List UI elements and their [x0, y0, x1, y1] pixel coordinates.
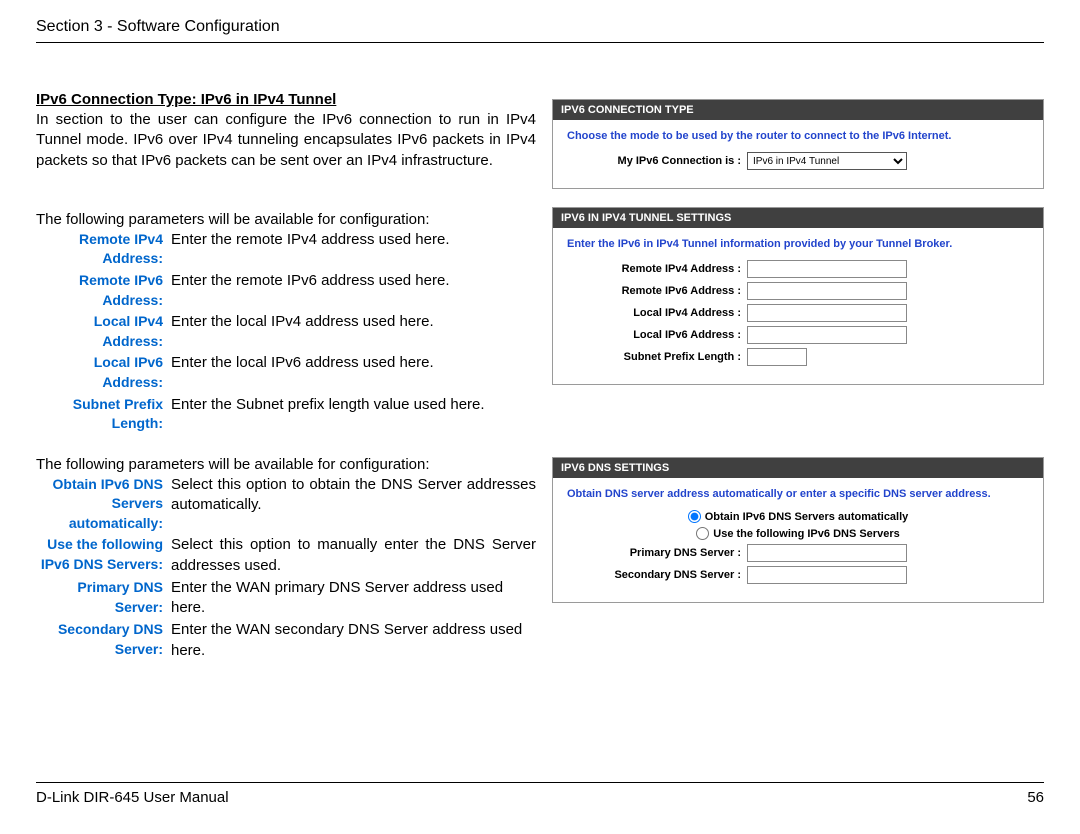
param-desc: Enter the local IPv6 address used here. [171, 353, 536, 392]
param-label: Primary DNS Server: [36, 578, 171, 619]
param-row: Subnet Prefix Length: Enter the Subnet p… [36, 395, 536, 434]
panel-body: Obtain DNS server address automatically … [553, 478, 1043, 602]
radio-label: Obtain IPv6 DNS Servers automatically [705, 511, 909, 523]
form-row: Secondary DNS Server : [567, 566, 1029, 584]
param-desc: Enter the local IPv4 address used here. [171, 312, 536, 351]
panel-hint: Choose the mode to be used by the router… [567, 130, 1029, 142]
param-row: Remote IPv4 Address: Enter the remote IP… [36, 230, 536, 269]
param-label: Local IPv4 Address: [36, 312, 171, 351]
form-row: Local IPv6 Address : [567, 326, 1029, 344]
dns-manual-radio[interactable] [696, 527, 709, 540]
form-row-connection: My IPv6 Connection is : IPv6 in IPv4 Tun… [567, 152, 1029, 170]
param-row: Primary DNS Server: Enter the WAN primar… [36, 578, 536, 619]
panel-hint: Enter the IPv6 in IPv4 Tunnel informatio… [567, 238, 1029, 250]
param-row: Obtain IPv6 DNS Servers automatically: S… [36, 475, 536, 534]
form-label: Remote IPv4 Address : [567, 263, 747, 275]
form-row: Primary DNS Server : [567, 544, 1029, 562]
left-column: IPv6 Connection Type: IPv6 in IPv4 Tunne… [36, 91, 536, 663]
param-label: Remote IPv4 Address: [36, 230, 171, 269]
dns-auto-radio[interactable] [688, 510, 701, 523]
param-label: Use the following IPv6 DNS Servers: [36, 535, 171, 576]
panel-header: IPV6 CONNECTION TYPE [553, 100, 1043, 120]
subnet-prefix-input[interactable] [747, 348, 807, 366]
panel-body: Choose the mode to be used by the router… [553, 120, 1043, 188]
secondary-dns-input[interactable] [747, 566, 907, 584]
right-column: IPV6 CONNECTION TYPE Choose the mode to … [552, 91, 1044, 663]
primary-dns-input[interactable] [747, 544, 907, 562]
footer-left: D-Link DIR-645 User Manual [36, 789, 229, 806]
params-intro-1: The following parameters will be availab… [36, 211, 536, 228]
section-heading: IPv6 Connection Type: IPv6 in IPv4 Tunne… [36, 91, 536, 108]
panel-tunnel-settings: IPV6 IN IPV4 TUNNEL SETTINGS Enter the I… [552, 207, 1044, 385]
remote-ipv4-input[interactable] [747, 260, 907, 278]
radio-row-manual: Use the following IPv6 DNS Servers [567, 527, 1029, 540]
param-desc: Enter the Subnet prefix length value use… [171, 395, 536, 434]
panel-body: Enter the IPv6 in IPv4 Tunnel informatio… [553, 228, 1043, 384]
form-row: Local IPv4 Address : [567, 304, 1029, 322]
footer-page-number: 56 [1027, 789, 1044, 806]
param-desc: Enter the remote IPv4 address used here. [171, 230, 536, 269]
remote-ipv6-input[interactable] [747, 282, 907, 300]
param-desc: Select this option to obtain the DNS Ser… [171, 475, 536, 534]
param-label: Remote IPv6 Address: [36, 271, 171, 310]
param-desc: Enter the WAN primary DNS Server address… [171, 578, 536, 619]
form-label: My IPv6 Connection is : [567, 155, 747, 167]
params-intro-2: The following parameters will be availab… [36, 456, 536, 473]
param-label: Subnet Prefix Length: [36, 395, 171, 434]
local-ipv4-input[interactable] [747, 304, 907, 322]
param-label: Local IPv6 Address: [36, 353, 171, 392]
radio-row-auto: Obtain IPv6 DNS Servers automatically [567, 510, 1029, 523]
param-group-1: Remote IPv4 Address: Enter the remote IP… [36, 230, 536, 434]
panel-hint: Obtain DNS server address automatically … [567, 488, 1029, 500]
param-desc: Enter the remote IPv6 address used here. [171, 271, 536, 310]
ipv6-connection-select[interactable]: IPv6 in IPv4 Tunnel [747, 152, 907, 170]
panel-dns-settings: IPV6 DNS SETTINGS Obtain DNS server addr… [552, 457, 1044, 603]
form-row: Remote IPv6 Address : [567, 282, 1029, 300]
panel-header: IPV6 IN IPV4 TUNNEL SETTINGS [553, 208, 1043, 228]
form-row: Subnet Prefix Length : [567, 348, 1029, 366]
intro-paragraph: In section to the user can configure the… [36, 110, 536, 171]
form-label: Remote IPv6 Address : [567, 285, 747, 297]
param-group-2: Obtain IPv6 DNS Servers automatically: S… [36, 475, 536, 661]
spacer [552, 403, 1044, 457]
param-row: Local IPv6 Address: Enter the local IPv6… [36, 353, 536, 392]
form-label: Subnet Prefix Length : [567, 351, 747, 363]
form-label: Secondary DNS Server : [567, 569, 747, 581]
panel-header: IPV6 DNS SETTINGS [553, 458, 1043, 478]
form-row: Remote IPv4 Address : [567, 260, 1029, 278]
param-desc: Enter the WAN secondary DNS Server addre… [171, 620, 536, 661]
radio-label: Use the following IPv6 DNS Servers [713, 528, 899, 540]
param-row: Secondary DNS Server: Enter the WAN seco… [36, 620, 536, 661]
page-footer: D-Link DIR-645 User Manual 56 [36, 782, 1044, 806]
param-label: Secondary DNS Server: [36, 620, 171, 661]
param-row: Local IPv4 Address: Enter the local IPv4… [36, 312, 536, 351]
param-row: Use the following IPv6 DNS Servers: Sele… [36, 535, 536, 576]
form-label: Local IPv6 Address : [567, 329, 747, 341]
param-desc: Select this option to manually enter the… [171, 535, 536, 576]
local-ipv6-input[interactable] [747, 326, 907, 344]
param-label: Obtain IPv6 DNS Servers automatically: [36, 475, 171, 534]
panel-connection-type: IPV6 CONNECTION TYPE Choose the mode to … [552, 99, 1044, 189]
page-header-section: Section 3 - Software Configuration [36, 18, 1044, 43]
form-label: Local IPv4 Address : [567, 307, 747, 319]
content-area: IPv6 Connection Type: IPv6 in IPv4 Tunne… [36, 91, 1044, 663]
param-row: Remote IPv6 Address: Enter the remote IP… [36, 271, 536, 310]
form-label: Primary DNS Server : [567, 547, 747, 559]
